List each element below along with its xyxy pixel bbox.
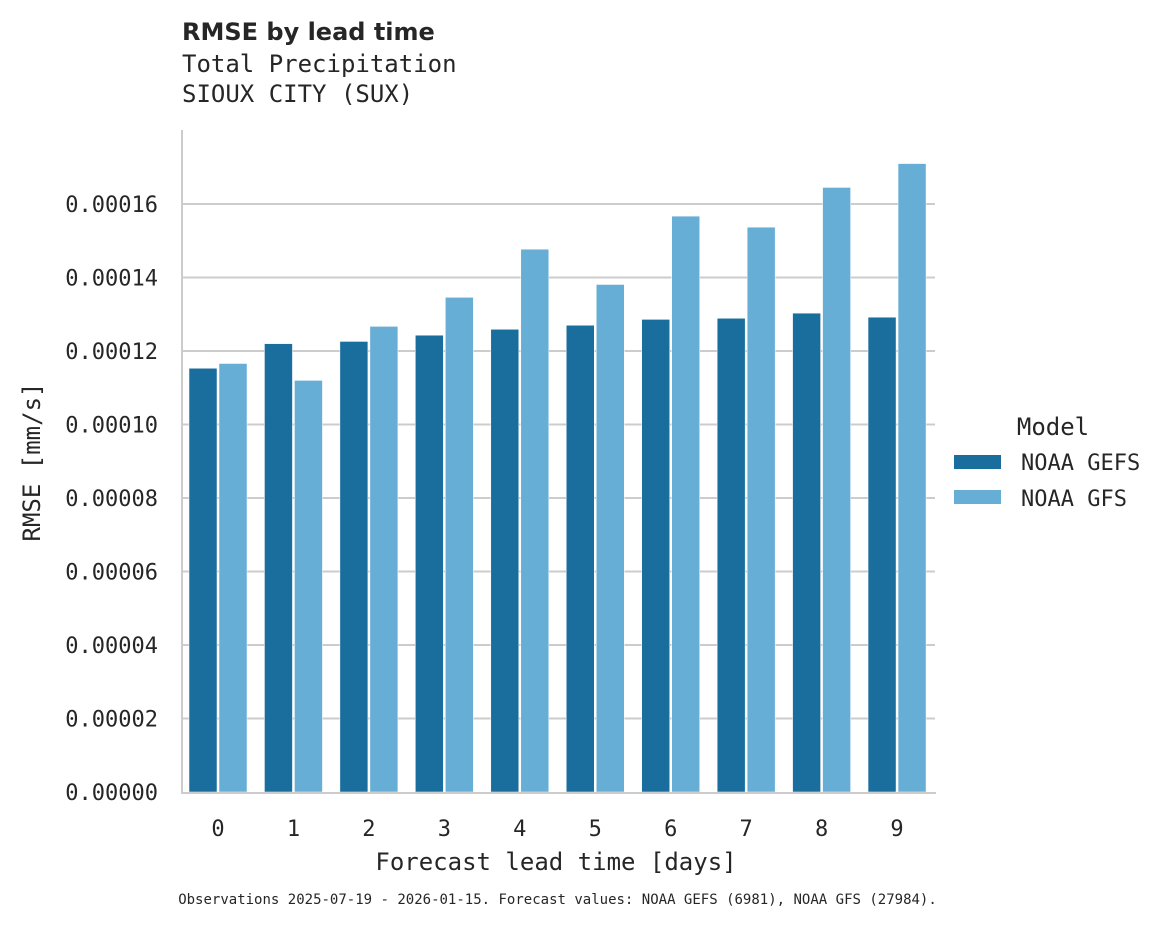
x-tick-label: 3 [438, 817, 451, 842]
bar-gefs-0 [188, 368, 218, 793]
legend: Model NOAA GEFS NOAA GFS [954, 413, 1140, 512]
bar-gefs-9 [867, 316, 897, 793]
bar-gefs-5 [566, 325, 595, 793]
bar-gfs-2 [369, 326, 399, 793]
legend-swatch-gefs [954, 455, 1001, 469]
y-tick-label: 0.00012 [65, 340, 158, 365]
y-tick-label: 0.00004 [65, 634, 158, 659]
x-tick-label: 2 [362, 817, 375, 842]
x-tick-label: 5 [589, 817, 602, 842]
bar-gfs-9 [897, 163, 927, 793]
y-tick-label: 0.00010 [65, 414, 158, 439]
chart-title: RMSE by lead time [182, 18, 435, 46]
bar-gefs-3 [415, 334, 444, 793]
bar-gefs-8 [792, 312, 821, 793]
x-tick-label: 1 [287, 817, 300, 842]
bar-gfs-4 [520, 248, 550, 793]
y-tick-label: 0.00006 [65, 561, 158, 586]
bar-gefs-1 [264, 343, 293, 793]
legend-label-gfs: NOAA GFS [1021, 487, 1127, 512]
bar-gfs-6 [671, 215, 700, 793]
x-tick-label: 4 [513, 817, 526, 842]
bar-gefs-7 [716, 318, 746, 793]
bar-gfs-5 [596, 284, 625, 793]
footnote: Observations 2025-07-19 - 2026-01-15. Fo… [178, 892, 937, 908]
x-tick-label: 0 [211, 817, 224, 842]
bar-gefs-2 [339, 341, 369, 793]
bar-gfs-1 [294, 380, 323, 793]
y-tick-label: 0.00016 [65, 193, 158, 218]
y-tick-label: 0.00000 [65, 781, 158, 806]
chart-subtitle-station: SIOUX CITY (SUX) [182, 80, 414, 108]
bar-gefs-4 [490, 329, 520, 793]
y-tick-label: 0.00008 [65, 487, 158, 512]
x-tick-label: 9 [890, 817, 903, 842]
x-tick-label: 7 [740, 817, 753, 842]
x-tick-label: 6 [664, 817, 677, 842]
bar-gefs-6 [641, 319, 670, 793]
legend-label-gefs: NOAA GEFS [1021, 451, 1140, 476]
x-axis-label: Forecast lead time [days] [375, 848, 736, 876]
y-tick-label: 0.00014 [65, 267, 158, 292]
legend-swatch-gfs [954, 490, 1001, 504]
chart-subtitle-variable: Total Precipitation [182, 50, 457, 78]
bar-gfs-8 [822, 187, 851, 793]
legend-title: Model [1017, 413, 1089, 441]
y-axis-label: RMSE [mm/s] [18, 383, 46, 542]
bar-gfs-7 [746, 226, 776, 793]
y-tick-label: 0.00002 [65, 708, 158, 733]
bar-gfs-3 [445, 297, 474, 793]
x-tick-label: 8 [815, 817, 828, 842]
bar-gfs-0 [218, 363, 248, 793]
